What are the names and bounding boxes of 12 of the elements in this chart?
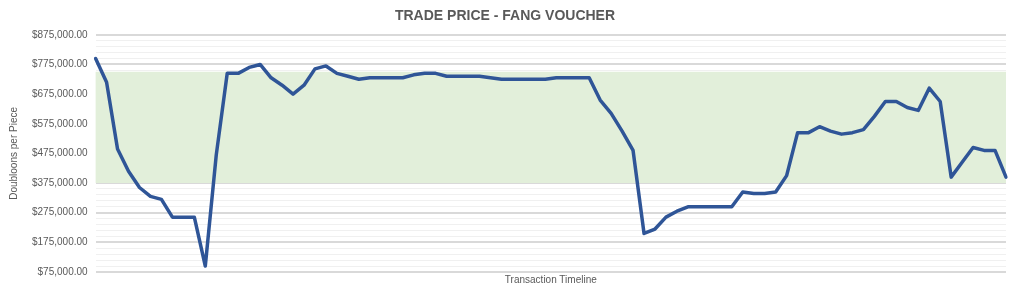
- y-tick-label: $875,000.00: [31, 28, 89, 40]
- y-tick-label: $775,000.00: [31, 58, 89, 70]
- y-axis-title: Doubloons per Piece: [7, 106, 19, 200]
- y-tick-label: $275,000.00: [31, 206, 89, 218]
- y-tick-label: $375,000.00: [31, 176, 89, 188]
- y-tick-label: $675,000.00: [31, 87, 89, 99]
- chart-title: TRADE PRICE - FANG VOUCHER: [394, 7, 616, 24]
- y-tick-label: $475,000.00: [31, 147, 89, 159]
- y-tick-label: $175,000.00: [31, 236, 89, 248]
- y-tick-label: $75,000.00: [37, 265, 89, 277]
- x-axis-title: Transaction Timeline: [504, 273, 598, 285]
- y-tick-label: $575,000.00: [31, 117, 89, 129]
